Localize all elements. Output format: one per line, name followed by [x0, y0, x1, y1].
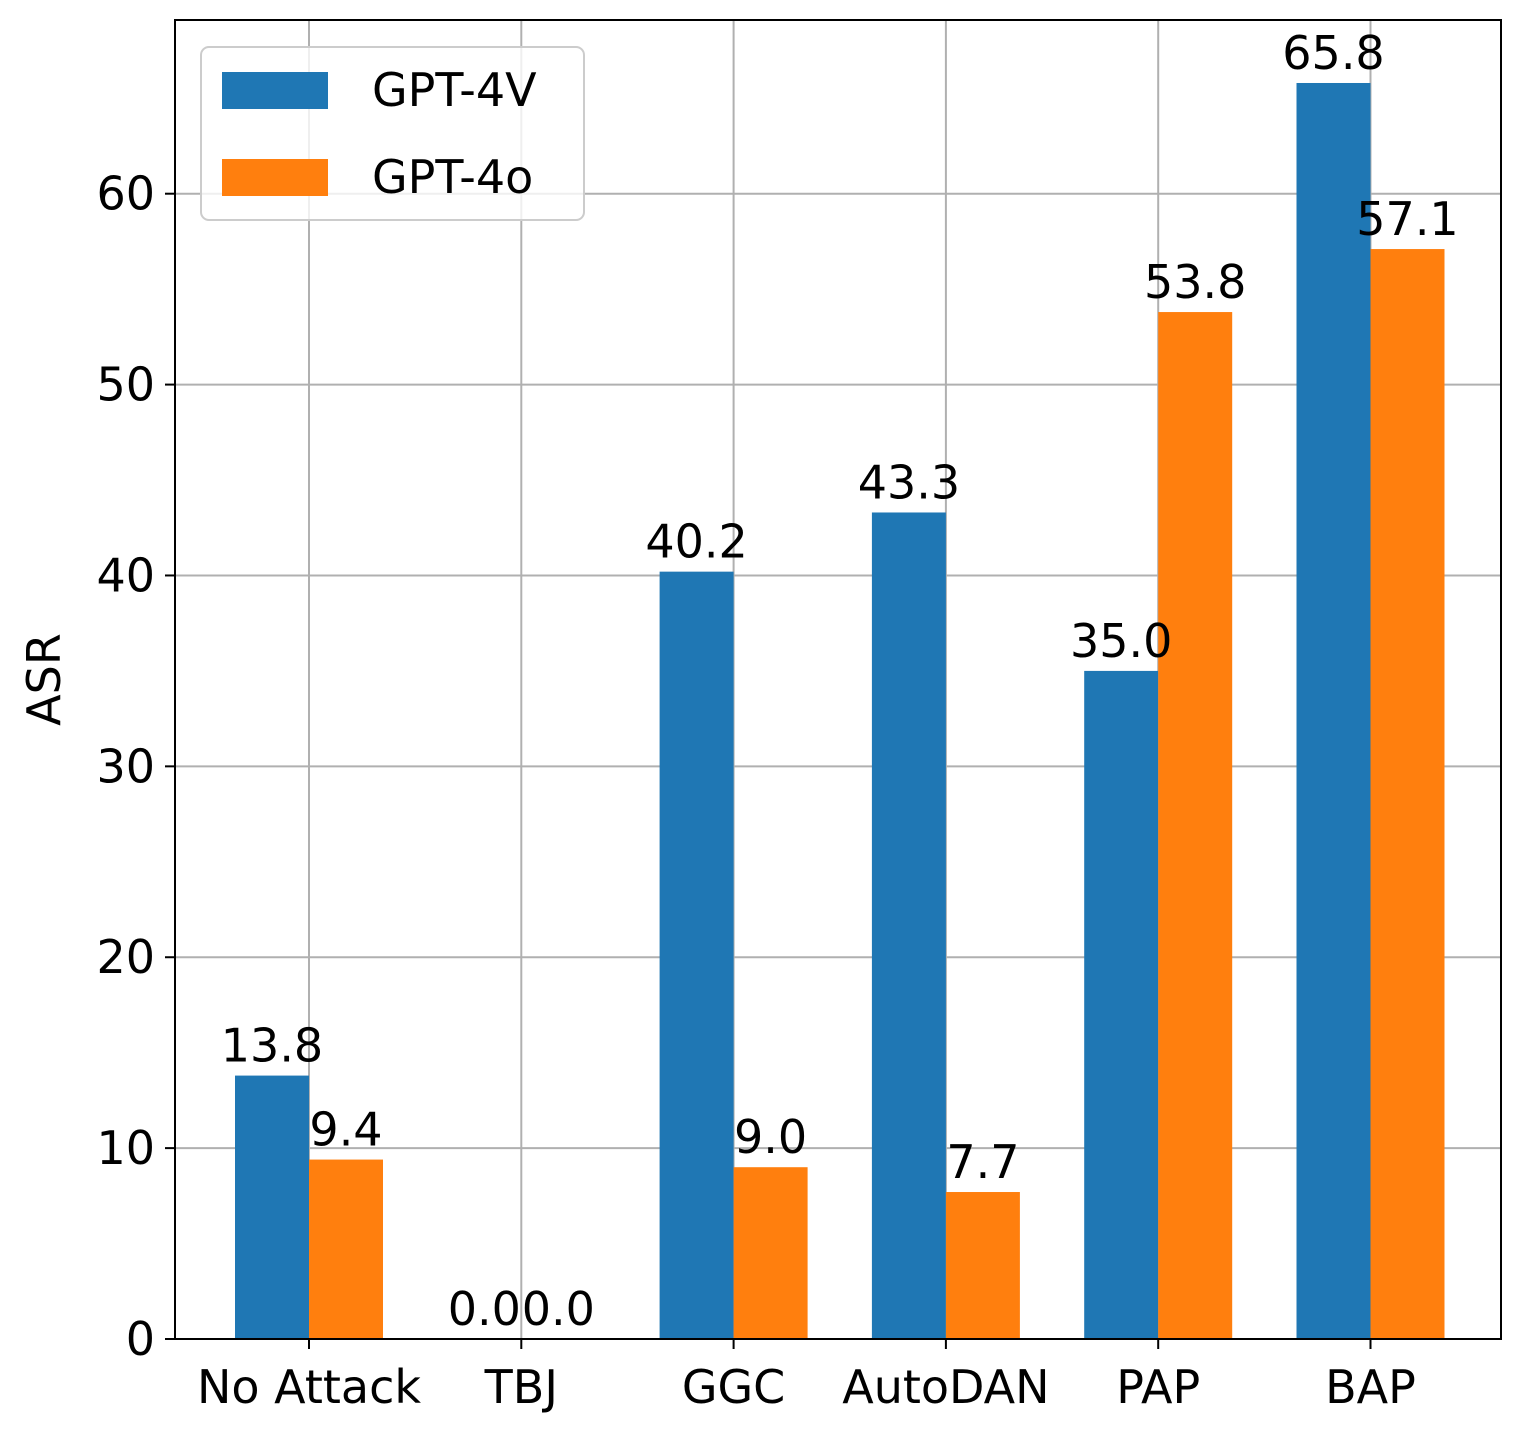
y-axis: 0 10 20 30 40 50 60: [96, 167, 175, 1366]
y-tick-label: 20: [96, 930, 155, 984]
axes-frame: [174, 19, 1502, 1340]
legend-swatch: [222, 72, 328, 109]
x-tick-label: PAP: [1116, 1360, 1200, 1414]
bar-gpt-4o: [1370, 249, 1445, 1340]
bar-gpt-4o: [1158, 312, 1233, 1339]
y-tick-label: 40: [96, 548, 155, 602]
x-tick-label: TBJ: [484, 1360, 558, 1414]
y-axis-title: ASR: [17, 633, 71, 726]
y-tick-label: 50: [96, 358, 155, 412]
bar-value-label: 40.2: [645, 515, 747, 569]
bars: [235, 82, 1445, 1340]
bar-gpt-4v: [1296, 82, 1371, 1339]
legend-swatch: [222, 159, 328, 196]
bar-gpt-4v: [659, 571, 734, 1339]
legend-entry-label: GPT-4o: [372, 150, 533, 204]
legend-entry-label: GPT-4V: [372, 63, 537, 117]
bar-value-label: 0.0: [448, 1282, 521, 1336]
bar-gpt-4v: [235, 1075, 309, 1339]
bar-gpt-4v: [1084, 670, 1159, 1339]
bar-gpt-4o: [733, 1167, 808, 1339]
y-tick-label: 0: [126, 1312, 155, 1366]
x-tick-label: No Attack: [197, 1360, 421, 1414]
y-tick-label: 30: [96, 739, 155, 793]
bar-value-label: 9.0: [734, 1110, 807, 1164]
bar-value-labels: 13.8 0.0 40.2 43.3 35.0 65.8 9.4 0.0 9.0 7.7 53.8 5…: [221, 26, 1459, 1336]
x-tick-label: BAP: [1325, 1360, 1416, 1414]
x-tick-label: GGC: [682, 1360, 785, 1414]
x-tick-label: AutoDAN: [842, 1360, 1049, 1414]
bar-value-label: 9.4: [309, 1103, 382, 1157]
legend: GPT-4V GPT-4o: [200, 46, 585, 221]
y-tick-label: 10: [96, 1121, 155, 1175]
bar-gpt-4o: [309, 1159, 383, 1339]
bar-value-label: 35.0: [1070, 614, 1172, 668]
bar-value-label: 57.1: [1356, 192, 1458, 246]
bar-gpt-4o: [945, 1192, 1020, 1339]
bar-gpt-4v: [871, 512, 946, 1339]
bar-value-label: 0.0: [522, 1282, 595, 1336]
y-tick-label: 60: [96, 167, 155, 221]
bar-value-label: 13.8: [221, 1019, 323, 1073]
bar-value-label: 65.8: [1282, 26, 1384, 80]
bar-value-label: 53.8: [1144, 255, 1246, 309]
bar-value-label: 7.7: [946, 1135, 1019, 1189]
x-axis: No Attack TBJ GGC AutoDAN PAP BAP: [197, 1339, 1416, 1414]
bar-value-label: 43.3: [858, 455, 960, 509]
